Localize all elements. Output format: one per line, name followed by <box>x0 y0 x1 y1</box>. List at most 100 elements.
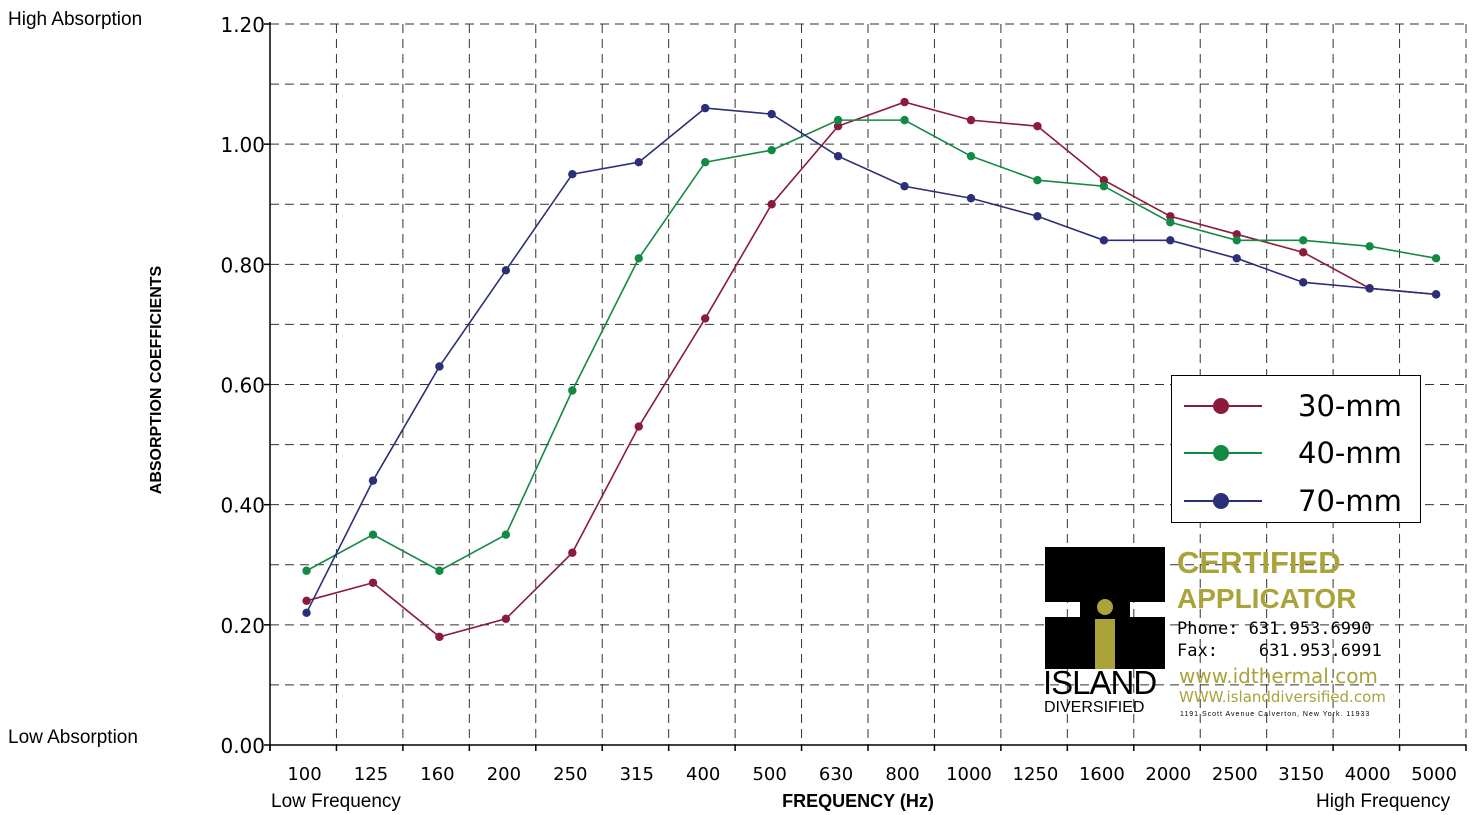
data-point-40-mm <box>767 145 776 155</box>
x-tick-label: 500 <box>752 764 786 785</box>
y-tick-label: 0.80 <box>220 253 265 277</box>
data-point-40-mm <box>1099 182 1109 191</box>
data-point-30-mm <box>368 578 378 587</box>
data-point-40-mm <box>900 115 909 125</box>
x-tick-label: 1600 <box>1079 764 1125 785</box>
website-idthermal[interactable]: www.idthermal.com <box>1179 664 1378 688</box>
data-point-30-mm <box>833 121 843 131</box>
data-point-70-mm <box>634 157 643 167</box>
logo-island-text: ISLAND <box>1043 664 1157 701</box>
legend-swatch-dot <box>1213 493 1229 509</box>
legend-swatch-dot <box>1213 445 1229 461</box>
y-tick-label: 0.20 <box>220 614 265 638</box>
data-point-70-mm <box>1099 236 1109 245</box>
data-point-30-mm <box>1099 176 1109 185</box>
x-tick-label: 5000 <box>1411 764 1457 785</box>
y-tick-label: 1.00 <box>220 133 265 157</box>
data-point-30-mm <box>1232 230 1241 239</box>
x-tick-label: 2500 <box>1212 764 1258 785</box>
y-tick-label: 1.20 <box>220 13 265 37</box>
high-frequency-label: High Frequency <box>1316 791 1451 812</box>
data-point-70-mm <box>568 170 577 179</box>
data-point-70-mm <box>435 362 444 371</box>
y-axis-title: ABSORPTION COEFFICIENTS <box>148 265 165 495</box>
data-point-30-mm <box>966 115 976 125</box>
legend-label: 30-mm <box>1298 389 1402 423</box>
data-point-40-mm <box>302 566 311 575</box>
data-point-70-mm <box>368 476 378 485</box>
certified-heading: CERTIFIED <box>1177 545 1341 580</box>
x-tick-label: 3150 <box>1278 764 1324 785</box>
data-point-30-mm <box>634 422 643 431</box>
axes <box>264 22 1467 751</box>
x-tick-label: 400 <box>686 764 720 785</box>
data-point-30-mm <box>568 548 577 557</box>
legend-item-40mm: 40-mm <box>1184 428 1414 470</box>
data-point-40-mm <box>1033 176 1042 185</box>
data-point-70-mm <box>1033 212 1042 221</box>
y-tick-label: 0.00 <box>220 734 265 758</box>
x-tick-label: 200 <box>487 764 521 785</box>
data-point-30-mm <box>1166 212 1175 221</box>
data-point-70-mm <box>767 109 776 119</box>
data-point-30-mm <box>1033 121 1042 131</box>
data-point-40-mm <box>966 151 976 161</box>
y-tick-label: 0.40 <box>220 494 265 518</box>
data-point-70-mm <box>1365 284 1374 293</box>
data-point-70-mm <box>1166 236 1175 245</box>
y-tick-labels: 0.00 0.20 0.40 0.60 0.80 1.00 1.20 <box>220 13 265 758</box>
data-point-40-mm <box>1166 218 1175 227</box>
phone-number: Phone: 631.953.6990 <box>1177 619 1372 639</box>
low-absorption-label: Low Absorption <box>8 727 138 748</box>
series-line-30-mm <box>306 101 1437 638</box>
data-point-70-mm <box>833 151 843 161</box>
x-axis-title: FREQUENCY (Hz) <box>782 791 934 811</box>
logo-diversified-text: DIVERSIFIED <box>1044 699 1145 716</box>
legend-label: 70-mm <box>1298 484 1402 518</box>
x-tick-label: 1000 <box>946 764 992 785</box>
x-tick-label: 630 <box>819 764 853 785</box>
data-point-40-mm <box>1431 254 1441 263</box>
low-frequency-label: Low Frequency <box>271 791 401 812</box>
legend-swatch-dot <box>1213 398 1229 414</box>
data-point-70-mm <box>900 182 909 191</box>
data-point-70-mm <box>1232 254 1241 263</box>
y-tick-label: 0.60 <box>220 374 265 398</box>
data-point-30-mm <box>435 632 444 642</box>
data-point-40-mm <box>634 254 643 263</box>
x-tick-label: 1250 <box>1013 764 1059 785</box>
data-point-40-mm <box>368 530 378 539</box>
data-point-30-mm <box>767 200 776 209</box>
data-point-30-mm <box>302 596 311 605</box>
x-tick-label: 315 <box>620 764 654 785</box>
legend: 30-mm 40-mm 70-mm <box>1171 375 1421 523</box>
data-point-40-mm <box>1232 236 1241 245</box>
series-lines <box>302 97 1441 642</box>
data-point-30-mm <box>1299 248 1308 257</box>
data-point-40-mm <box>1365 242 1374 251</box>
fax-number: Fax: 631.953.6991 <box>1177 641 1382 661</box>
legend-item-70mm: 70-mm <box>1184 476 1414 518</box>
website-islanddiversified[interactable]: WWW.islanddiversified.com <box>1179 688 1386 706</box>
data-point-30-mm <box>501 614 511 624</box>
x-tick-label: 100 <box>287 764 321 785</box>
data-point-70-mm <box>1299 278 1308 287</box>
data-point-70-mm <box>302 608 311 618</box>
data-point-70-mm <box>1431 290 1441 299</box>
x-tick-label: 125 <box>354 764 388 785</box>
data-point-70-mm <box>501 266 511 275</box>
x-tick-label: 4000 <box>1345 764 1391 785</box>
data-point-70-mm <box>701 103 710 113</box>
island-diversified-logo-mark <box>1045 547 1165 669</box>
x-tick-label: 160 <box>420 764 454 785</box>
x-tick-label: 2000 <box>1145 764 1191 785</box>
data-point-40-mm <box>501 530 511 539</box>
x-tick-labels: 100 125 160 200 250 315 400 500 630 800 1000 1250 16… <box>287 764 1457 785</box>
series-line-70-mm <box>305 107 1437 614</box>
data-point-40-mm <box>1299 236 1308 245</box>
data-point-40-mm <box>701 157 710 167</box>
data-point-40-mm <box>833 115 843 125</box>
legend-label: 40-mm <box>1298 436 1402 470</box>
data-point-30-mm <box>701 314 710 323</box>
